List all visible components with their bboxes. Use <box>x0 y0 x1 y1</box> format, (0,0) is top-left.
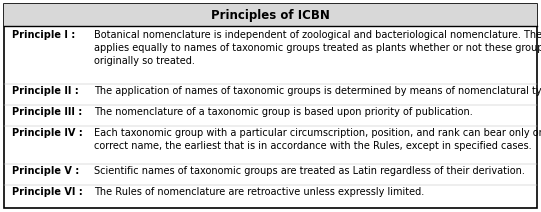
Text: The nomenclature of a taxonomic group is based upon priority of publication.: The nomenclature of a taxonomic group is… <box>94 107 473 117</box>
Text: The Rules of nomenclature are retroactive unless expressly limited.: The Rules of nomenclature are retroactiv… <box>94 187 424 197</box>
Text: Each taxonomic group with a particular circumscription, position, and rank can b: Each taxonomic group with a particular c… <box>94 128 541 151</box>
Text: Principle II :: Principle II : <box>12 86 79 96</box>
Bar <box>4 4 537 26</box>
Text: The application of names of taxonomic groups is determined by means of nomenclat: The application of names of taxonomic gr… <box>94 86 541 96</box>
Text: Principle VI :: Principle VI : <box>12 187 83 197</box>
Text: Scientific names of taxonomic groups are treated as Latin regardless of their de: Scientific names of taxonomic groups are… <box>94 166 525 176</box>
Text: Principle I :: Principle I : <box>12 30 75 40</box>
Text: Principle IV :: Principle IV : <box>12 128 83 138</box>
Text: Principles of ICBN: Principles of ICBN <box>211 8 330 21</box>
Text: Principle V :: Principle V : <box>12 166 79 176</box>
Text: Principle III :: Principle III : <box>12 107 82 117</box>
Text: Botanical nomenclature is independent of zoological and bacteriological nomencla: Botanical nomenclature is independent of… <box>94 30 541 66</box>
